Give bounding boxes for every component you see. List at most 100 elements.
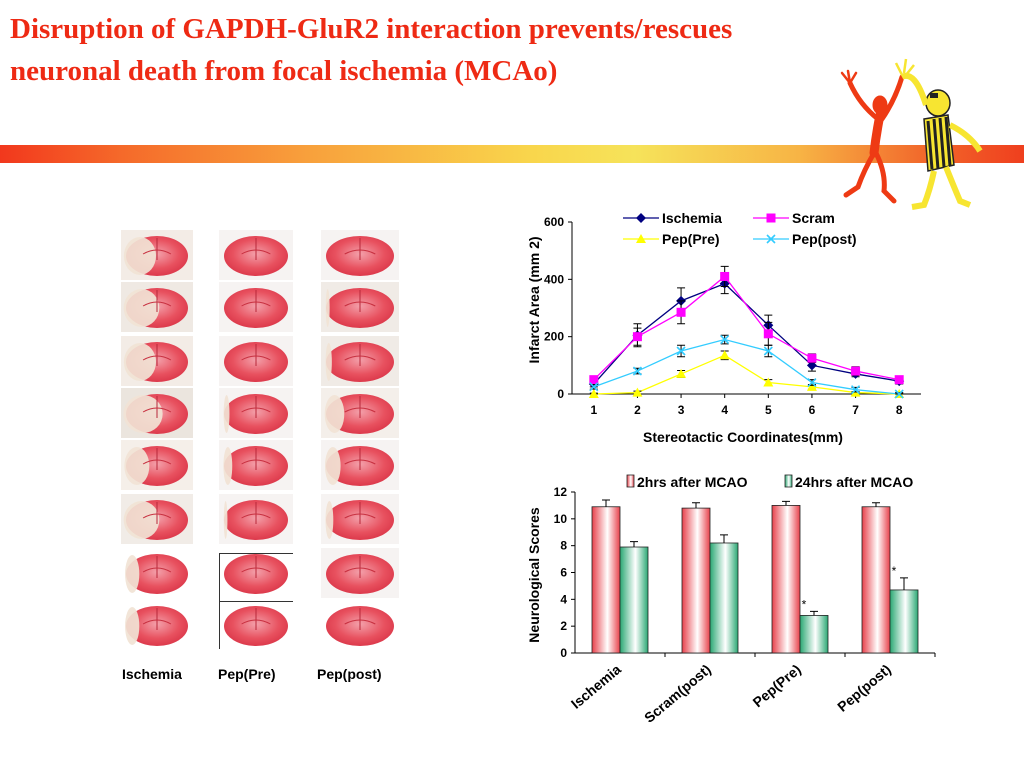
legend-label: 24hrs after MCAO <box>795 474 913 490</box>
bar <box>591 506 621 654</box>
y-tick-label: 10 <box>554 512 568 526</box>
column-label-pep-pre: Pep(Pre) <box>218 666 276 682</box>
bar <box>619 546 649 654</box>
x-tick-label: 3 <box>678 403 685 417</box>
brain-slice-image <box>321 548 399 598</box>
legend-item-24hrs-after-mcao: 24hrs after MCAO <box>784 474 913 490</box>
brain-slice-image <box>219 388 293 438</box>
significance-marker: * <box>802 597 807 611</box>
cartoon-figures-illustration <box>840 58 983 210</box>
brain-slice-image <box>321 336 399 386</box>
infarct-area-line-chart: Ischemia Scram Pep(Pre) Pep(post) 0 200 400 60… <box>526 210 921 445</box>
data-point <box>676 307 686 317</box>
bar-24hrs-after-mcao <box>619 541 649 654</box>
bar <box>709 542 739 654</box>
legend-item-ischemia: Ischemia <box>623 210 722 226</box>
x-tick-label: 5 <box>765 403 772 417</box>
brain-slice-image <box>121 440 193 490</box>
error-bar <box>720 534 728 543</box>
data-point <box>720 271 730 281</box>
legend-marker <box>636 213 646 223</box>
title-line-1: Disruption of GAPDH-GluR2 interaction pr… <box>10 13 733 45</box>
brain-slice-image <box>121 282 193 332</box>
bar-2hrs-after-mcao <box>771 500 801 654</box>
series-line-scram <box>593 275 900 381</box>
data-point <box>632 332 642 342</box>
series-line-pep-pre <box>593 354 900 395</box>
y-tick-label: 0 <box>560 646 567 660</box>
y-tick-label: 8 <box>560 539 567 553</box>
data-point <box>676 368 687 378</box>
chart-plot-area <box>588 265 905 399</box>
brain-slice-image <box>219 440 293 490</box>
x-tick-label: 2 <box>634 403 641 417</box>
brain-slice-image <box>121 388 193 438</box>
brain-slice-image <box>121 230 193 280</box>
brain-slice-image <box>219 230 293 280</box>
data-point <box>851 366 861 376</box>
x-tick-label: 6 <box>809 403 816 417</box>
data-point <box>763 346 773 356</box>
chart-axes: 0 200 400 600 1 2 3 4 5 6 7 8 <box>544 215 921 417</box>
bar-24hrs-after-mcao <box>709 534 739 654</box>
error-bar <box>872 502 880 507</box>
x-tick-label: Ischemia <box>568 661 624 712</box>
legend-item-2hrs-after-mcao: 2hrs after MCAO <box>626 474 748 490</box>
x-tick-label: 8 <box>896 403 903 417</box>
data-point <box>588 389 599 398</box>
x-tick-label: Scram(post) <box>641 661 714 726</box>
bar-2hrs-after-mcao <box>591 499 621 654</box>
y-tick-label: 0 <box>557 387 564 401</box>
brain-slice-image <box>219 282 293 332</box>
legend-item-pep-post: Pep(post) <box>753 231 857 247</box>
panel-divider-mid <box>219 601 293 602</box>
data-point <box>676 346 686 356</box>
y-axis-label: Neurological Scores <box>526 507 542 643</box>
bar <box>771 505 801 654</box>
chart-legend: Ischemia Scram Pep(Pre) Pep(post) <box>623 210 857 247</box>
data-point <box>806 360 817 371</box>
chart-legend: 2hrs after MCAO 24hrs after MCAO <box>626 474 913 490</box>
x-tick-label: Pep(post) <box>834 661 894 715</box>
data-point <box>806 381 817 391</box>
brain-slice-image <box>321 494 399 544</box>
brain-slice-image <box>321 230 399 280</box>
data-point <box>632 366 643 376</box>
legend-label: 2hrs after MCAO <box>637 474 748 490</box>
bar <box>889 589 919 654</box>
bar-2hrs-after-mcao <box>861 502 891 654</box>
error-bar <box>692 502 700 509</box>
data-point <box>850 385 861 395</box>
error-bar <box>900 577 908 590</box>
brain-slice-image <box>121 494 193 544</box>
brain-slice-image <box>219 336 293 386</box>
x-tick-label: 4 <box>721 403 728 417</box>
legend-label: Pep(Pre) <box>662 231 720 247</box>
column-label-ischemia: Ischemia <box>122 666 182 682</box>
legend-swatch <box>784 474 793 488</box>
brain-slice-image <box>321 388 399 438</box>
data-point <box>719 350 730 360</box>
x-tick-label: Pep(Pre) <box>750 661 804 710</box>
data-point <box>589 382 599 392</box>
x-tick-label: 1 <box>590 403 597 417</box>
bar-24hrs-after-mcao: * <box>799 597 829 654</box>
y-tick-label: 2 <box>560 619 567 633</box>
brain-slice-image <box>321 282 399 332</box>
data-point <box>720 334 730 345</box>
bar-2hrs-after-mcao <box>681 502 711 654</box>
brain-slice-image <box>121 548 193 598</box>
x-tick-label: 7 <box>852 403 859 417</box>
brain-slice-image <box>321 600 399 650</box>
x-axis-label: Stereotactic Coordinates(mm) <box>643 429 843 445</box>
series-pep-post <box>589 334 904 399</box>
data-point <box>807 377 817 388</box>
brain-slice-image <box>321 440 399 490</box>
legend-item-pep-pre: Pep(Pre) <box>623 231 720 247</box>
bar-24hrs-after-mcao: * <box>889 564 919 654</box>
bar <box>799 615 829 654</box>
bar <box>681 507 711 654</box>
data-point <box>632 387 643 397</box>
legend-label: Scram <box>792 210 835 226</box>
error-bar <box>630 541 638 548</box>
